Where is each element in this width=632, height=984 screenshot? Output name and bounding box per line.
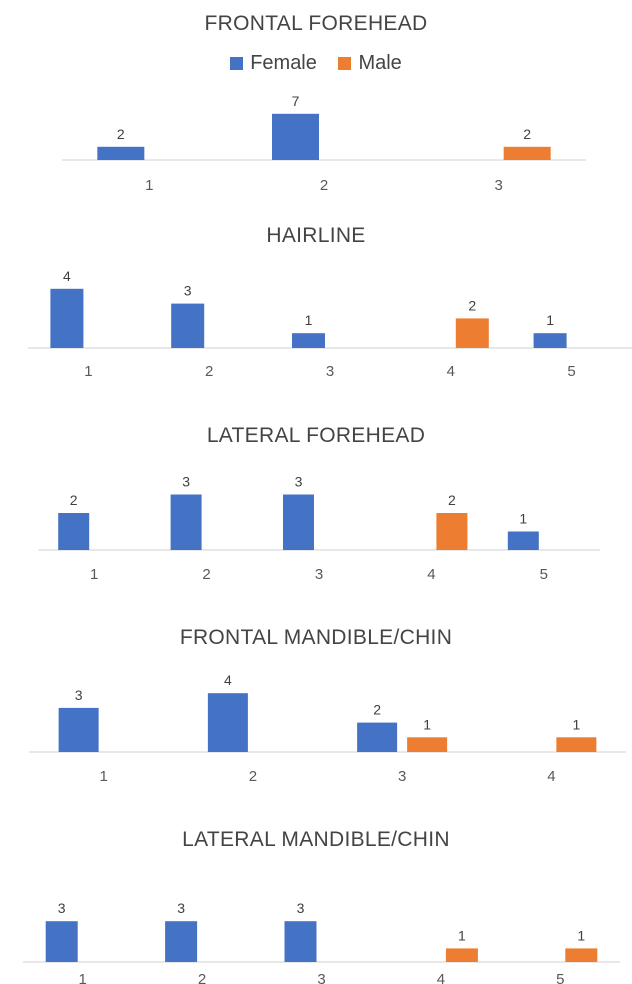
bar-female [45, 921, 78, 962]
x-tick-label: 1 [84, 363, 92, 380]
chart-frontal-mandible-chin: FRONTAL MANDIBLE/CHIN 3 1 4 2 2 1 3 1 4 [0, 622, 632, 792]
data-label: 1 [305, 312, 313, 328]
data-label: 1 [572, 716, 580, 732]
bar-male [565, 948, 598, 962]
bar-female [165, 921, 198, 962]
x-tick-label: 3 [317, 971, 325, 984]
x-tick-label: 3 [315, 566, 323, 583]
chart-title: FRONTAL MANDIBLE/CHIN [179, 626, 453, 649]
chart-plot: 2 1 7 2 2 3 [62, 93, 586, 194]
bar-male [556, 737, 597, 752]
bar-female [97, 146, 145, 160]
chart-title: FRONTAL FOREHEAD [204, 12, 428, 35]
chart-lateral-forehead: LATERAL FOREHEAD 2 1 3 2 3 3 2 4 1 5 [0, 420, 632, 590]
data-label: 2 [117, 126, 125, 142]
x-tick-label: 3 [398, 768, 406, 785]
data-label: 3 [297, 900, 305, 916]
data-label: 2 [70, 492, 78, 508]
bar-female [171, 303, 205, 348]
x-tick-label: 1 [99, 768, 107, 785]
legend-label-female: Female [250, 52, 317, 74]
x-tick-label: 4 [447, 363, 455, 380]
x-tick-label: 2 [249, 768, 257, 785]
data-label: 3 [295, 474, 303, 490]
chart-hairline: HAIRLINE 4 1 3 2 1 3 2 4 1 5 [0, 220, 632, 390]
data-label: 1 [458, 927, 466, 943]
bar-female [533, 333, 567, 348]
chart-title: HAIRLINE [266, 224, 366, 247]
bar-female [207, 693, 248, 752]
chart-title: LATERAL FOREHEAD [206, 424, 426, 447]
x-tick-label: 1 [145, 177, 153, 194]
bar-female [357, 722, 398, 752]
x-tick-label: 5 [540, 566, 548, 583]
bar-male [407, 737, 448, 752]
bar-female [50, 288, 84, 348]
data-label: 2 [523, 126, 531, 142]
x-tick-label: 2 [202, 566, 210, 583]
data-label: 3 [182, 474, 190, 490]
chart-frontal-forehead: FRONTAL FOREHEAD Female Male 2 1 7 2 2 3 [0, 0, 632, 200]
chart-plot: 4 1 3 2 1 3 2 4 1 5 [28, 268, 632, 380]
chart-plot: 2 1 3 2 3 3 2 4 1 5 [38, 474, 600, 583]
legend-item-male: Male [338, 52, 402, 75]
bar-female [507, 531, 539, 550]
bar-female [284, 921, 317, 962]
x-tick-label: 4 [547, 768, 555, 785]
bar-female [58, 513, 90, 550]
x-tick-label: 5 [556, 971, 564, 984]
bar-male [455, 318, 489, 348]
data-label: 3 [58, 900, 66, 916]
x-tick-label: 1 [79, 971, 87, 984]
chart-title: LATERAL MANDIBLE/CHIN [182, 828, 450, 851]
x-tick-label: 4 [427, 566, 435, 583]
data-label: 1 [546, 312, 554, 328]
x-tick-label: 2 [205, 363, 213, 380]
legend-label-male: Male [358, 52, 402, 74]
legend: Female Male [0, 52, 632, 76]
data-label: 1 [423, 716, 431, 732]
data-label: 3 [177, 900, 185, 916]
bar-male [503, 146, 551, 160]
bar-female [170, 494, 202, 550]
chart-plot: 3 1 4 2 2 1 3 1 4 [29, 672, 626, 785]
legend-item-female: Female [230, 52, 317, 75]
chart-lateral-mandible-chin: LATERAL MANDIBLE/CHIN 3 1 3 2 3 3 1 4 1 5 [0, 822, 632, 984]
data-label: 3 [75, 687, 83, 703]
x-tick-label: 3 [326, 363, 334, 380]
bar-female [58, 707, 99, 752]
bar-female [272, 113, 319, 160]
data-label: 2 [448, 492, 456, 508]
legend-swatch-female [230, 57, 244, 70]
x-tick-label: 2 [198, 971, 206, 984]
data-label: 1 [577, 927, 585, 943]
data-label: 2 [373, 702, 381, 718]
bar-male [445, 948, 478, 962]
data-label: 4 [63, 268, 71, 284]
bar-female [283, 494, 314, 550]
data-label: 3 [184, 283, 192, 299]
data-label: 7 [292, 93, 300, 109]
x-tick-label: 4 [437, 971, 445, 984]
chart-plot: 3 1 3 2 3 3 1 4 1 5 [23, 900, 620, 984]
x-tick-label: 2 [320, 177, 328, 194]
data-label: 1 [519, 511, 527, 527]
data-label: 2 [468, 297, 476, 313]
x-tick-label: 3 [494, 177, 502, 194]
x-tick-label: 5 [567, 363, 575, 380]
bar-female [292, 333, 325, 348]
legend-swatch-male [338, 57, 352, 70]
bar-male [436, 513, 468, 550]
data-label: 4 [224, 672, 232, 688]
x-tick-label: 1 [90, 566, 98, 583]
